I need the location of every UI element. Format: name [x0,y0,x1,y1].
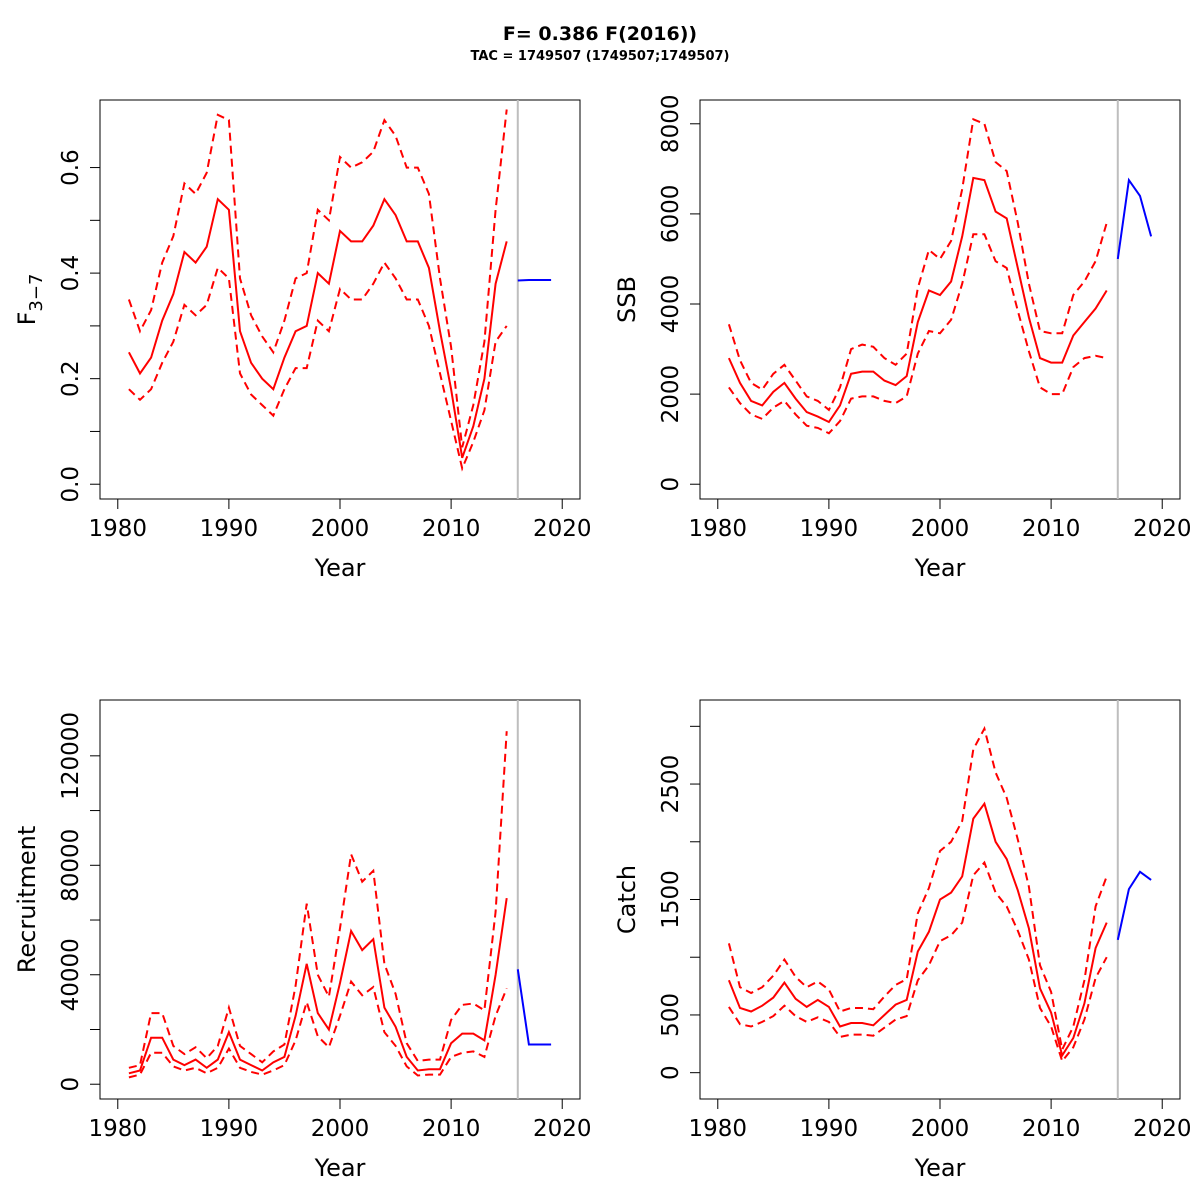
f-bar-estimate-line [128,197,508,459]
ssb-x-tick-label: 1980 [689,516,748,542]
f-bar-x-tick-label: 2020 [533,516,592,542]
catch-lower-ci-line [728,860,1108,1064]
recruitment-plot-frame [99,699,581,1100]
ssb-x-tick-label: 2020 [1133,516,1192,542]
recruitment-projection-line [516,969,552,1046]
catch-x-axis-label: Year [914,1154,966,1182]
catch-x-tick-label: 1990 [800,1116,859,1142]
ssb-x-axis-label: Year [914,554,966,582]
recruitment-x-tick-label: 2020 [533,1116,592,1142]
catch-upper-ci-line [727,725,1108,1053]
recruitment-y-tick-label: 0 [58,1077,84,1092]
ssb-y-tick-label: 8000 [658,95,684,154]
ssb-y-tick-label: 2000 [658,365,684,424]
figure-subtitle: TAC = 1749507 (1749507;1749507) [471,49,730,64]
f-bar-x-tick-label: 2000 [311,516,370,542]
catch-y-tick-label: 500 [658,993,684,1037]
recruitment-x-axis-label: Year [314,1154,366,1182]
catch-y-tick-label: 1500 [658,870,684,929]
f-bar-lower-ci-line [128,260,508,472]
panel-recruitment: 1980 1990 2000 2010 2020 0 40000 80000 120000 Yea… [13,699,592,1182]
f-bar-x-tick-label: 1990 [200,516,259,542]
f-bar-y-axis-label: F3−7 [13,274,47,326]
f-bar-x-axis-label: Year [314,554,366,582]
f-bar-y-tick-label: 0.6 [58,149,84,186]
f-bar-y-axis-label-sub: 3−7 [26,274,47,312]
ssb-y-tick-label: 0 [658,477,684,492]
catch-x-tick-label: 2010 [1022,1116,1081,1142]
ssb-y-tick-label: 6000 [658,185,684,244]
ssb-upper-ci-line [727,117,1108,412]
catch-x-tick-label: 2020 [1133,1116,1192,1142]
ssb-x-tick-label: 2000 [911,516,970,542]
f-bar-x-tick-label: 2010 [422,516,481,542]
catch-estimate-line [727,801,1108,1058]
f-bar-y-tick-label: 0.4 [58,255,84,292]
recruitment-estimate-line [128,897,508,1075]
catch-y-tick-label: 2500 [658,755,684,814]
f-bar-y-axis-label-main: F [13,312,41,326]
panel-ssb: 1980 1990 2000 2010 2020 0 2000 4000 6000 8000 Yea… [613,95,1191,582]
f-bar-projection-line [517,279,552,282]
chart-panels: 1980 1990 2000 2010 2020 0.0 0.2 0.4 0.6 Year F3−7… [13,95,1192,1182]
f-bar-upper-ci-line [127,109,508,448]
f-bar-y-tick-label: 0.0 [58,466,84,503]
catch-y-tick-label: 0 [658,1065,684,1080]
f-bar-x-tick-label: 1980 [89,516,148,542]
catch-x-tick-label: 2000 [911,1116,970,1142]
f-bar-y-tick-label: 0.2 [58,360,84,397]
catch-y-axis-label: Catch [613,865,641,934]
recruitment-y-axis-label-main: Recruitment [13,826,41,973]
catch-x-tick-label: 1980 [689,1116,748,1142]
ssb-y-axis-label-main: SSB [613,276,641,323]
ssb-plot-frame [699,99,1181,500]
figure-title: F= 0.386 F(2016)) [503,23,697,45]
recruitment-lower-ci-line [128,979,508,1079]
recruitment-y-tick-label: 120000 [58,712,84,800]
panel-f-bar: 1980 1990 2000 2010 2020 0.0 0.2 0.4 0.6 Year F3−7 [13,99,592,582]
recruitment-y-axis-label: Recruitment [13,826,41,973]
recruitment-x-tick-label: 2000 [311,1116,370,1142]
recruitment-y-tick-label: 80000 [58,829,84,902]
ssb-y-tick-label: 4000 [658,275,684,334]
catch-projection-line [1116,870,1152,941]
catch-y-axis-label-main: Catch [613,865,641,934]
ssb-estimate-line [727,176,1108,424]
ssb-lower-ci-line [728,233,1107,435]
recruitment-x-tick-label: 1980 [89,1116,148,1142]
recruitment-x-tick-label: 1990 [200,1116,259,1142]
recruitment-y-tick-label: 40000 [58,938,84,1011]
recruitment-upper-ci-line [128,731,508,1069]
ssb-projection-line [1116,177,1153,260]
panel-catch: 1980 1990 2000 2010 2020 0 500 1500 2500 Year Catc… [613,699,1192,1182]
ssb-y-axis-label: SSB [613,276,641,323]
ssb-x-tick-label: 2010 [1022,516,1081,542]
recruitment-x-tick-label: 2010 [422,1116,481,1142]
ssb-x-tick-label: 1990 [800,516,859,542]
